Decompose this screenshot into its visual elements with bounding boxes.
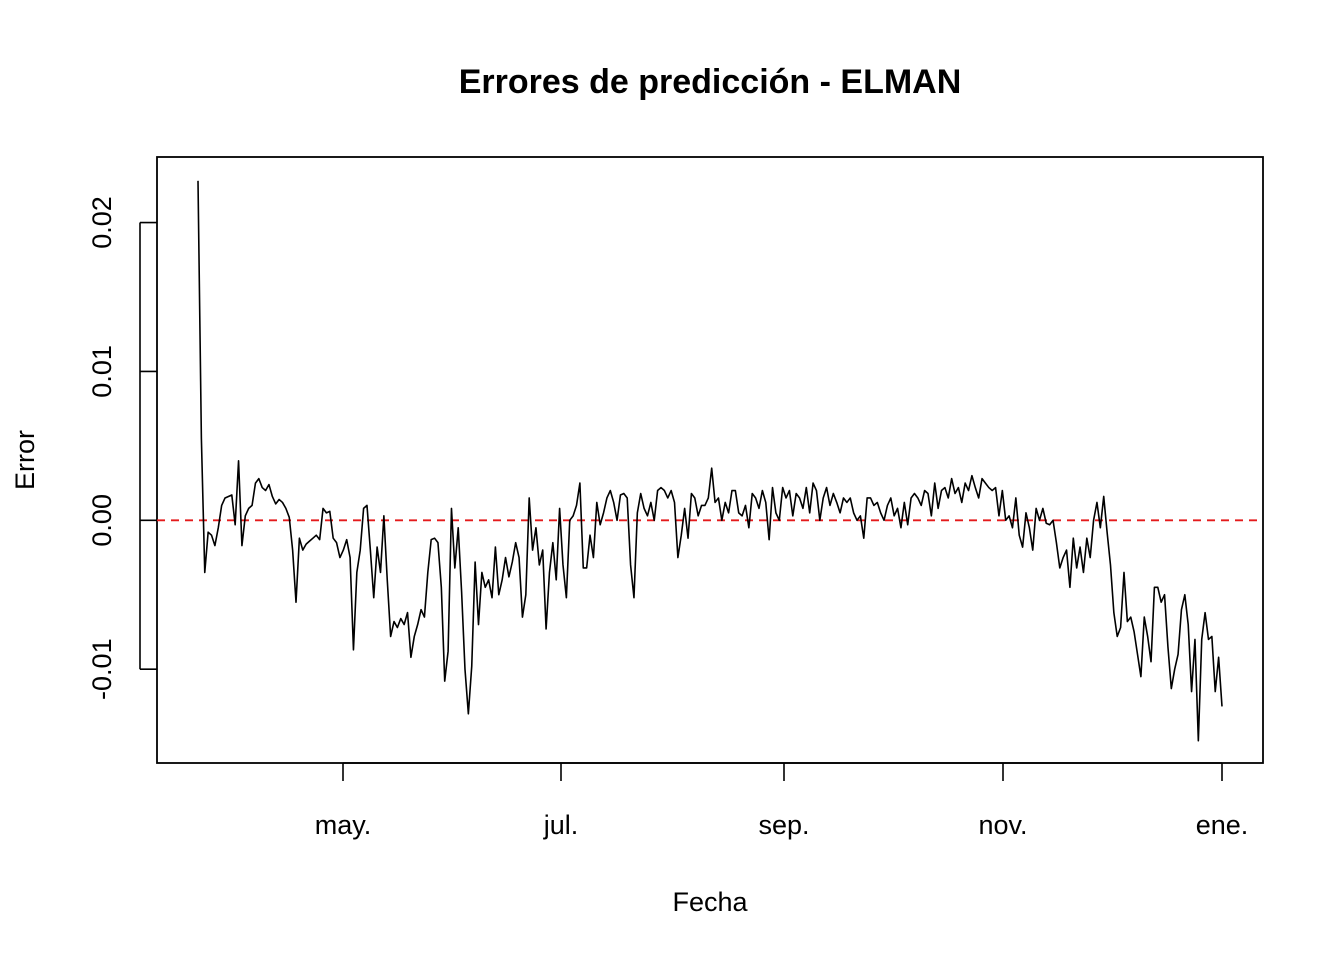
x-axis-label: Fecha	[672, 887, 748, 917]
chart-title: Errores de predicción - ELMAN	[459, 63, 962, 101]
x-tick-label: may.	[315, 810, 372, 840]
x-tick-label: nov.	[978, 810, 1027, 840]
y-axis-label: Error	[10, 430, 40, 490]
x-tick-label: sep.	[758, 810, 809, 840]
x-tick-label: jul.	[543, 810, 579, 840]
y-tick-label: -0.01	[87, 638, 117, 700]
y-axis: -0.01 0.00 0.01 0.02	[87, 196, 157, 700]
y-tick-label: 0.02	[87, 196, 117, 249]
plot-frame	[156, 156, 1264, 764]
x-axis: may. jul. sep. nov. ene.	[315, 762, 1249, 840]
x-tick-label: ene.	[1196, 810, 1249, 840]
y-tick-label: 0.01	[87, 345, 117, 398]
y-tick-label: 0.00	[87, 494, 117, 547]
error-series-line	[197, 180, 1223, 742]
